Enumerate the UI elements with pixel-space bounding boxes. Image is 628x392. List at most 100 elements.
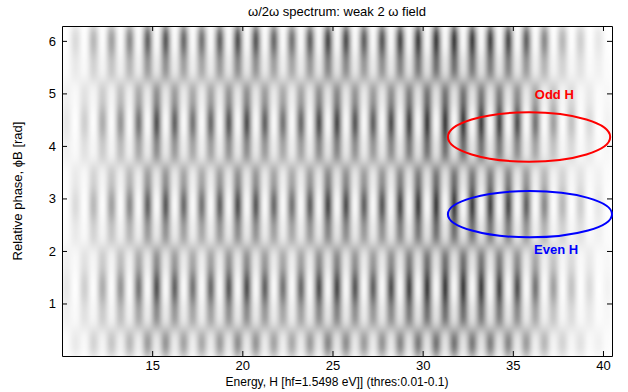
heatmap-cell	[387, 26, 397, 54]
heatmap-cell	[305, 329, 315, 357]
tick-mark	[62, 93, 67, 94]
heatmap-cell	[71, 164, 81, 192]
heatmap-cell	[71, 219, 81, 247]
heatmap-cell	[603, 54, 612, 82]
heatmap-cell	[323, 81, 333, 109]
heatmap-cell	[206, 81, 216, 109]
heatmap-cell	[405, 329, 415, 357]
annotation-label: Odd H	[535, 87, 574, 102]
heatmap-cell	[332, 219, 342, 247]
heatmap-cell	[269, 274, 279, 302]
heatmap-cell	[432, 191, 442, 219]
heatmap-cell	[314, 246, 324, 274]
heatmap-cell	[278, 164, 288, 192]
heatmap-cell	[405, 246, 415, 274]
heatmap-cell	[98, 26, 108, 54]
heatmap-cell	[414, 81, 424, 109]
heatmap-cell	[594, 26, 604, 54]
heatmap-cell	[441, 246, 451, 274]
tick-label: 30	[416, 358, 430, 373]
heatmap-cell	[387, 164, 397, 192]
tick-mark	[62, 41, 67, 42]
heatmap-cell	[522, 219, 532, 247]
heatmap-cell	[531, 329, 541, 357]
heatmap-cell	[188, 136, 198, 164]
heatmap-cell	[432, 274, 442, 302]
heatmap-cell	[314, 54, 324, 82]
heatmap-cell	[188, 109, 198, 137]
heatmap-cell	[179, 54, 189, 82]
heatmap-cell	[152, 54, 162, 82]
heatmap-cell	[603, 136, 612, 164]
heatmap-cell	[215, 301, 225, 329]
heatmap-cell	[558, 164, 568, 192]
heatmap-cell	[134, 26, 144, 54]
heatmap-cell	[206, 164, 216, 192]
heatmap-cell	[369, 191, 379, 219]
heatmap-cell	[594, 54, 604, 82]
heatmap-cell	[80, 329, 90, 357]
heatmap-cell	[387, 136, 397, 164]
heatmap-cell	[188, 246, 198, 274]
heatmap-cell	[576, 54, 586, 82]
heatmap-cell	[179, 219, 189, 247]
heatmap-cell	[188, 219, 198, 247]
heatmap-cell	[125, 54, 135, 82]
heatmap-cell	[323, 26, 333, 54]
heatmap-cell	[98, 164, 108, 192]
heatmap-cell	[558, 274, 568, 302]
tick-mark	[513, 26, 514, 31]
heatmap-cell	[323, 54, 333, 82]
tick-label: 40	[596, 358, 610, 373]
heatmap-cell	[531, 54, 541, 82]
heatmap-cell	[269, 26, 279, 54]
heatmap-cell	[594, 301, 604, 329]
heatmap-cell	[468, 301, 478, 329]
heatmap-cell	[414, 191, 424, 219]
heatmap-cell	[531, 274, 541, 302]
heatmap-cell	[161, 26, 171, 54]
heatmap-cell	[342, 54, 352, 82]
heatmap-cell	[468, 164, 478, 192]
heatmap-cell	[378, 26, 388, 54]
heatmap-cell	[459, 329, 469, 357]
heatmap-cell	[387, 301, 397, 329]
heatmap-cell	[296, 81, 306, 109]
heatmap-cell	[414, 219, 424, 247]
heatmap-cell	[206, 109, 216, 137]
heatmap-cell	[423, 109, 433, 137]
heatmap-cell	[287, 329, 297, 357]
heatmap-cell	[405, 26, 415, 54]
heatmap-cell	[107, 81, 117, 109]
heatmap-cell	[242, 246, 252, 274]
heatmap-cell	[296, 26, 306, 54]
x-axis-title: Energy, H [hf=1.5498 eV]] (thres:0.01-0.…	[226, 375, 449, 389]
heatmap-cell	[540, 26, 550, 54]
heatmap-cell	[468, 26, 478, 54]
heatmap-cell	[369, 246, 379, 274]
heatmap-cell	[161, 329, 171, 357]
heatmap-cell	[396, 274, 406, 302]
heatmap-cell	[197, 274, 207, 302]
heatmap-cell	[197, 329, 207, 357]
heatmap-cell	[224, 274, 234, 302]
heatmap-cell	[378, 54, 388, 82]
heatmap-cell	[152, 274, 162, 302]
heatmap-cell	[459, 26, 469, 54]
heatmap-cell	[89, 109, 99, 137]
heatmap-cell	[98, 81, 108, 109]
heatmap-cell	[450, 301, 460, 329]
heatmap-cell	[152, 246, 162, 274]
axis-line	[612, 27, 613, 357]
heatmap-cell	[278, 329, 288, 357]
heatmap-cell	[576, 329, 586, 357]
heatmap-cell	[387, 81, 397, 109]
heatmap-cell	[233, 329, 243, 357]
heatmap-cell	[576, 136, 586, 164]
heatmap-cell	[125, 329, 135, 357]
heatmap-cell	[351, 136, 361, 164]
heatmap-cell	[116, 54, 126, 82]
heatmap-cell	[116, 109, 126, 137]
heatmap-cell	[197, 136, 207, 164]
heatmap-cell	[522, 136, 532, 164]
